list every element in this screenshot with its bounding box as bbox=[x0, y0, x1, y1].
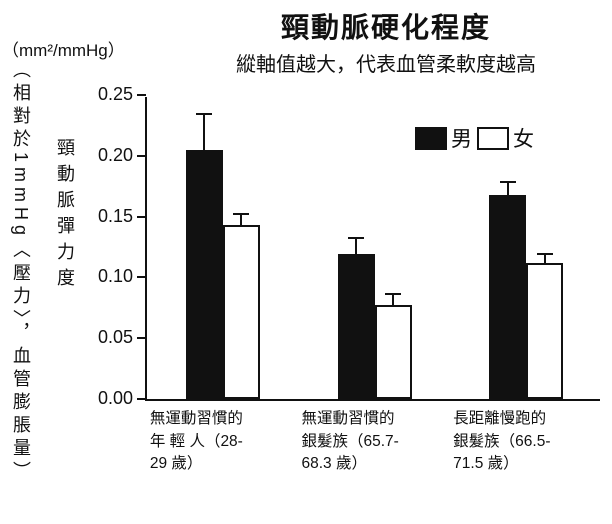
error-bar-female-1 bbox=[392, 293, 394, 306]
y-tick-label-2: 0.10 bbox=[97, 266, 133, 287]
error-cap-female-0 bbox=[233, 212, 250, 215]
x-tick-label-line: 68.3 歲） bbox=[301, 455, 367, 472]
y-tick-mark-0 bbox=[137, 398, 146, 400]
y-axis-outer-label: （相對於1mmHg〈壓力〉，血管膨脹量） bbox=[11, 60, 31, 485]
legend: 男 女 bbox=[415, 123, 539, 153]
x-tick-label-line: 29 歲） bbox=[149, 455, 203, 472]
x-tick-label-2: 長距離慢跑的 銀髮族（66.5- 71.5 歲） bbox=[453, 408, 605, 476]
chart-title: 頸動脈硬化程度 bbox=[280, 12, 491, 43]
error-cap-female-1 bbox=[385, 293, 401, 296]
y-tick-mark-4 bbox=[137, 154, 146, 157]
y-tick-label-1: 0.05 bbox=[97, 327, 133, 348]
error-cap-male-1 bbox=[348, 237, 364, 240]
legend-label-male: 男 bbox=[451, 128, 472, 151]
y-axis-unit-label: （mm²/mmHg） bbox=[2, 41, 125, 60]
error-bar-female-0 bbox=[240, 212, 243, 226]
bar-male-2 bbox=[489, 194, 527, 399]
legend-swatch-male bbox=[415, 126, 447, 150]
legend-swatch-female bbox=[477, 126, 509, 150]
error-bar-female-2 bbox=[543, 253, 546, 263]
error-bar-male-2 bbox=[506, 181, 509, 195]
y-tick-mark-3 bbox=[137, 215, 146, 218]
chart-subtitle: 縱軸值越大，代表血管柔軟度越高 bbox=[236, 54, 536, 76]
error-bar-male-0 bbox=[203, 113, 206, 150]
x-tick-label-1: 無運動習慣的 銀髮族（65.7- 68.3 歲） bbox=[302, 408, 454, 476]
y-axis-inner-label: 頸動脈彈力度 bbox=[55, 138, 75, 294]
error-bar-male-1 bbox=[355, 237, 357, 255]
bar-male-1 bbox=[337, 254, 375, 399]
y-tick-label-3: 0.15 bbox=[97, 205, 133, 226]
x-tick-label-line: 無運動習慣的 bbox=[301, 410, 395, 427]
bar-male-0 bbox=[185, 149, 223, 399]
x-tick-label-line: 71.5 歲） bbox=[453, 455, 519, 472]
error-cap-female-2 bbox=[536, 253, 553, 256]
x-tick-label-line: 年 輕 人（28- bbox=[149, 432, 243, 450]
bar-female-2 bbox=[526, 262, 564, 399]
plot-area: 男 女 0.00 0.05 0.10 0.15 0.20 0.25 無運動習慣的年 輕 人（… bbox=[98, 84, 600, 472]
y-tick-label-0: 0.00 bbox=[97, 388, 133, 408]
bar-female-0 bbox=[222, 225, 260, 399]
y-tick-label-5: 0.25 bbox=[97, 84, 133, 104]
error-cap-male-2 bbox=[499, 181, 516, 184]
y-tick-mark-2 bbox=[137, 276, 146, 279]
x-tick-label-line: 銀髮族（65.7- bbox=[301, 432, 399, 450]
x-tick-label-line: 無運動習慣的 bbox=[149, 410, 243, 427]
bar-female-1 bbox=[374, 305, 412, 399]
y-tick-mark-1 bbox=[137, 337, 146, 340]
y-tick-mark-5 bbox=[137, 94, 146, 96]
x-tick-label-line: 長距離慢跑的 bbox=[453, 410, 547, 427]
error-cap-male-0 bbox=[196, 113, 213, 116]
y-tick-label-4: 0.20 bbox=[97, 144, 133, 165]
x-tick-label-0: 無運動習慣的年 輕 人（28- 29 歲） bbox=[150, 408, 302, 476]
legend-label-female: 女 bbox=[513, 128, 534, 151]
x-tick-label-line: 銀髮族（66.5- bbox=[453, 432, 551, 450]
